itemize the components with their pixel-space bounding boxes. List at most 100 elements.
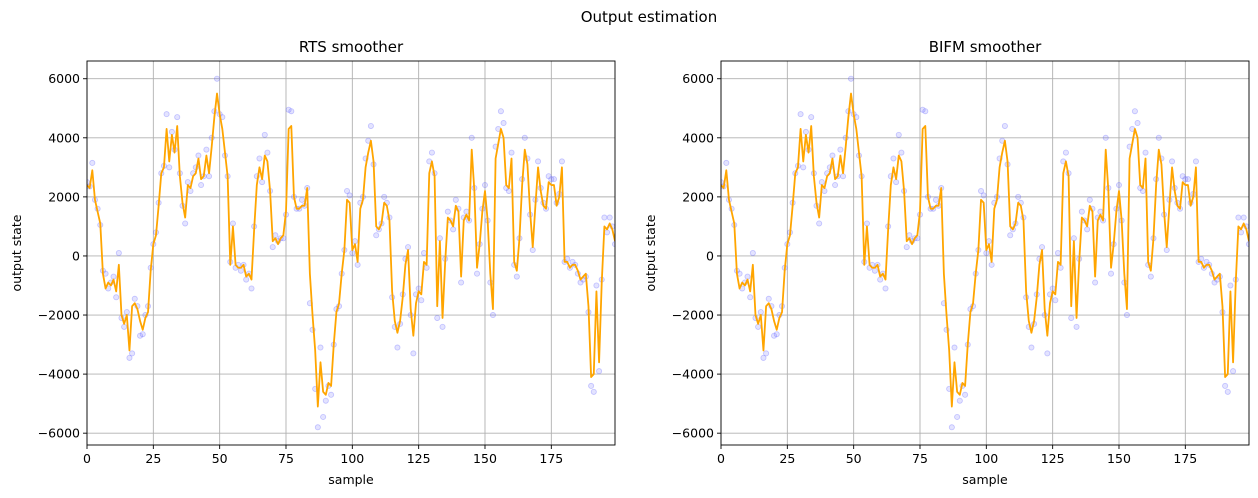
rts-x-tick-label: 0 bbox=[83, 451, 91, 466]
bifm-measurement-point bbox=[1184, 176, 1191, 183]
bifm-measurement-point bbox=[1086, 196, 1093, 203]
rts-measurement-point bbox=[558, 158, 565, 165]
rts-measurement-point bbox=[346, 192, 353, 199]
rts-title: RTS smoother bbox=[299, 38, 404, 56]
bifm-measurement-point bbox=[0, 239, 3, 244]
rts-measurement-point bbox=[139, 331, 146, 338]
rts-measurement-point bbox=[439, 323, 446, 330]
bifm-measurement-point bbox=[755, 323, 762, 330]
rts-measurement-point bbox=[612, 241, 615, 248]
rts-measurement-point bbox=[0, 239, 3, 244]
bifm-measurement-point bbox=[890, 155, 897, 162]
bifm-measurement-point bbox=[1134, 120, 1141, 127]
bifm-measurement-point bbox=[763, 350, 770, 357]
rts-measurement-point bbox=[203, 146, 210, 153]
rts-measurement-point bbox=[521, 134, 528, 141]
rts-measurement-point bbox=[468, 134, 475, 141]
rts-measurement-point bbox=[489, 312, 496, 319]
rts-measurement-point bbox=[500, 120, 507, 127]
rts-measurement-point bbox=[184, 179, 191, 186]
bifm-measurement-point bbox=[771, 332, 778, 339]
rts-x-tick-label: 100 bbox=[340, 451, 364, 466]
bifm-measurement-point bbox=[1182, 176, 1189, 183]
rts-measurement-point bbox=[322, 397, 329, 404]
rts-measurement-point bbox=[436, 235, 443, 242]
bifm-x-tick-label: 75 bbox=[912, 451, 928, 466]
rts-measurement-point bbox=[237, 267, 244, 274]
bifm-measurement-point bbox=[1108, 270, 1115, 277]
rts-measurement-point bbox=[606, 214, 613, 221]
rts-measurement-point bbox=[163, 111, 170, 118]
rts-measurement-point bbox=[535, 158, 542, 165]
rts-measurement-point bbox=[381, 193, 388, 200]
bifm-measurement-point bbox=[1001, 122, 1008, 129]
rts-y-tick-label: −6000 bbox=[38, 426, 80, 441]
bifm-measurement-point bbox=[760, 354, 767, 361]
rts-measurement-point bbox=[545, 173, 552, 180]
bifm-measurement-point bbox=[818, 179, 825, 186]
rts-measurement-point bbox=[452, 196, 459, 203]
bifm-measurement-point bbox=[1052, 297, 1059, 304]
bifm-measurement-point bbox=[898, 149, 905, 156]
bifm-measurement-point bbox=[749, 249, 756, 256]
rts-measurement-point bbox=[243, 276, 250, 283]
bifm-x-tick-label: 150 bbox=[1107, 451, 1131, 466]
bifm-estimate-line bbox=[721, 92, 1249, 408]
rts-measurement-point bbox=[367, 122, 374, 129]
rts-measurement-point bbox=[410, 350, 417, 357]
bifm-measurement-point bbox=[1230, 368, 1237, 375]
bifm-measurement-point bbox=[1169, 158, 1176, 165]
rts-x-axis-label: sample bbox=[328, 472, 374, 487]
bifm-measurement-point bbox=[1039, 244, 1046, 251]
bifm-measurement-point bbox=[1246, 241, 1249, 248]
bifm-measurement-point bbox=[903, 244, 910, 251]
rts-measurement-point bbox=[0, 250, 3, 255]
bifm-measurement-point bbox=[1192, 158, 1199, 165]
bifm-measurement-point bbox=[821, 187, 828, 194]
bifm-measurement-point bbox=[1078, 208, 1085, 215]
rts-measurement-point bbox=[110, 273, 117, 280]
bifm-measurement-point bbox=[1155, 134, 1162, 141]
bifm-y-tick-label: 6000 bbox=[682, 71, 714, 86]
bifm-y-tick-label: 4000 bbox=[682, 130, 714, 145]
rts-measurement-point bbox=[434, 314, 441, 321]
bifm-measurement-point bbox=[985, 238, 992, 245]
bifm-measurement-point bbox=[840, 173, 847, 180]
rts-measurement-point bbox=[474, 270, 481, 277]
bifm-measurement-point bbox=[0, 203, 3, 208]
figure-title: Output estimation bbox=[581, 8, 718, 26]
rts-measurement-point bbox=[420, 249, 427, 256]
rts-measurement-point bbox=[123, 309, 130, 316]
bifm-measurement-point bbox=[1015, 193, 1022, 200]
rts-measurement-point bbox=[354, 261, 361, 268]
rts-measurement-point bbox=[351, 238, 358, 245]
rts-measurement-point bbox=[198, 182, 205, 189]
bifm-axes-frame bbox=[720, 60, 1250, 446]
bifm-x-tick-label: 50 bbox=[846, 451, 862, 466]
rts-measurement-point bbox=[195, 152, 202, 159]
rts-y-tick-label: −2000 bbox=[38, 308, 80, 323]
bifm-measurement-point bbox=[1070, 235, 1077, 242]
rts-measurement-point bbox=[508, 149, 515, 156]
rts-measurement-point bbox=[548, 176, 555, 183]
bifm-measurement-point bbox=[951, 344, 958, 351]
rts-measurement-point bbox=[248, 285, 255, 292]
bifm-measurement-point bbox=[962, 391, 969, 398]
bifm-measurement-point bbox=[1222, 382, 1229, 389]
rts-measurement-point bbox=[590, 388, 597, 395]
rts-measurement-point bbox=[593, 282, 600, 289]
bifm-title: BIFM smoother bbox=[929, 38, 1042, 56]
bifm-y-axis-label: output state bbox=[643, 214, 658, 291]
bifm-measurement-point bbox=[978, 187, 985, 194]
rts-measurement-point bbox=[288, 108, 295, 115]
bifm-measurement-point bbox=[837, 146, 844, 153]
bifm-x-axis-label: sample bbox=[962, 472, 1008, 487]
rts-measurement-point bbox=[0, 244, 3, 249]
rts-measurement-point bbox=[418, 297, 425, 304]
rts-measurement-point bbox=[182, 220, 189, 227]
rts-measurement-point bbox=[174, 114, 181, 121]
rts-measurement-point bbox=[596, 368, 603, 375]
rts-measurement-point bbox=[423, 264, 430, 271]
rts-measurement-point bbox=[89, 159, 96, 166]
rts-measurement-point bbox=[259, 179, 266, 186]
